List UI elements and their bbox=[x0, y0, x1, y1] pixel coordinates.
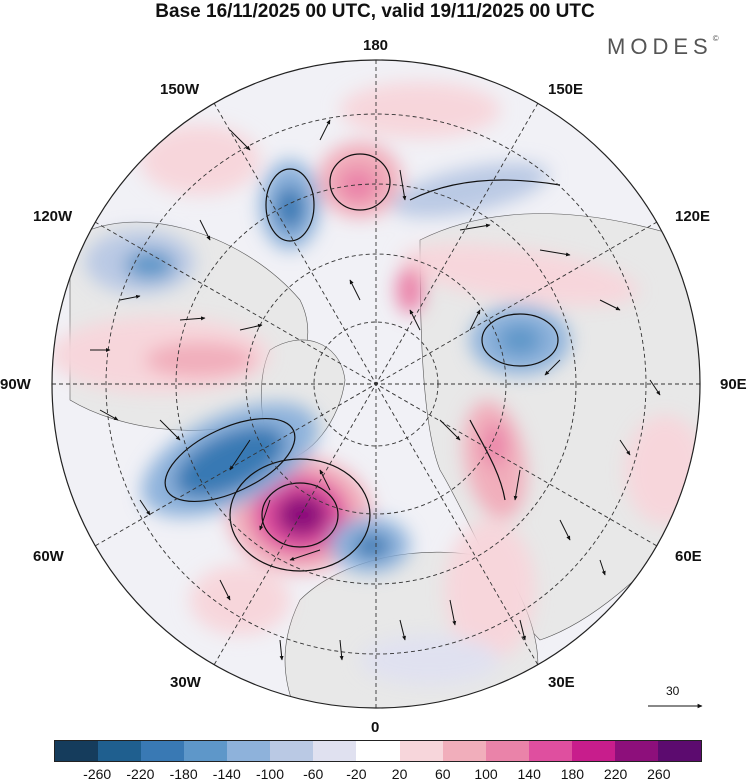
colorbar-cell bbox=[184, 741, 228, 761]
colorbar-cell bbox=[313, 741, 357, 761]
colorbar-cell bbox=[55, 741, 99, 761]
colorbar-cell bbox=[571, 741, 615, 761]
copyright-mark: © bbox=[712, 34, 719, 43]
colorbar-tick-label: 20 bbox=[391, 766, 408, 782]
colorbar-cell bbox=[657, 741, 701, 761]
colorbar-tick-label: -220 bbox=[126, 766, 155, 782]
colorbar-tick-label: 260 bbox=[647, 766, 671, 782]
label-0: 0 bbox=[371, 719, 380, 736]
colorbar-tick-label: 220 bbox=[603, 766, 628, 782]
label-30w: 30W bbox=[170, 674, 201, 691]
colorbar-cell bbox=[227, 741, 271, 761]
colorbar-cell bbox=[399, 741, 443, 761]
modes-logo: MODES© bbox=[607, 34, 719, 59]
colorbar-cell bbox=[98, 741, 142, 761]
colorbar-tick-label: -140 bbox=[212, 766, 241, 782]
anomaly-field bbox=[52, 82, 700, 685]
colorbar-tick-label: -180 bbox=[169, 766, 198, 782]
colorbar-tick-label: 100 bbox=[474, 766, 498, 782]
label-150e: 150E bbox=[548, 81, 584, 98]
map-title: Base 16/11/2025 00 UTC, valid 19/11/2025… bbox=[155, 1, 595, 22]
colorbar-tick-label: -60 bbox=[303, 766, 324, 782]
colorbar-tick-label: 180 bbox=[560, 766, 585, 782]
label-150w: 150W bbox=[160, 81, 200, 98]
label-180: 180 bbox=[363, 37, 389, 54]
label-120w: 120W bbox=[33, 208, 73, 225]
wind-vectors bbox=[90, 119, 661, 661]
colorbar-tick-label: -20 bbox=[346, 766, 367, 782]
label-60w: 60W bbox=[33, 548, 64, 565]
colorbar-cell bbox=[141, 741, 185, 761]
colorbar-tick-label: -100 bbox=[255, 766, 285, 782]
colorbar-cell bbox=[356, 741, 400, 761]
vector-scale-label: 30 bbox=[666, 684, 680, 698]
map-frame bbox=[51, 59, 701, 709]
label-60e: 60E bbox=[675, 548, 702, 565]
colorbar-tick-label: 140 bbox=[517, 766, 541, 782]
colorbar-cell bbox=[614, 741, 658, 761]
colorbar-cell bbox=[442, 741, 486, 761]
colorbar-cell bbox=[528, 741, 572, 761]
label-30e: 30E bbox=[548, 674, 575, 691]
graticule bbox=[52, 60, 700, 708]
colorbar-cell bbox=[270, 741, 314, 761]
label-120e: 120E bbox=[675, 208, 711, 225]
colorbar-cell bbox=[485, 741, 529, 761]
label-90w: 90W bbox=[0, 376, 31, 393]
colorbar-tick-label: -260 bbox=[83, 766, 112, 782]
contour-lines bbox=[164, 153, 561, 572]
colorbar-tick-label: 60 bbox=[435, 766, 451, 782]
colorbar bbox=[54, 740, 702, 762]
label-90e: 90E bbox=[720, 376, 747, 393]
